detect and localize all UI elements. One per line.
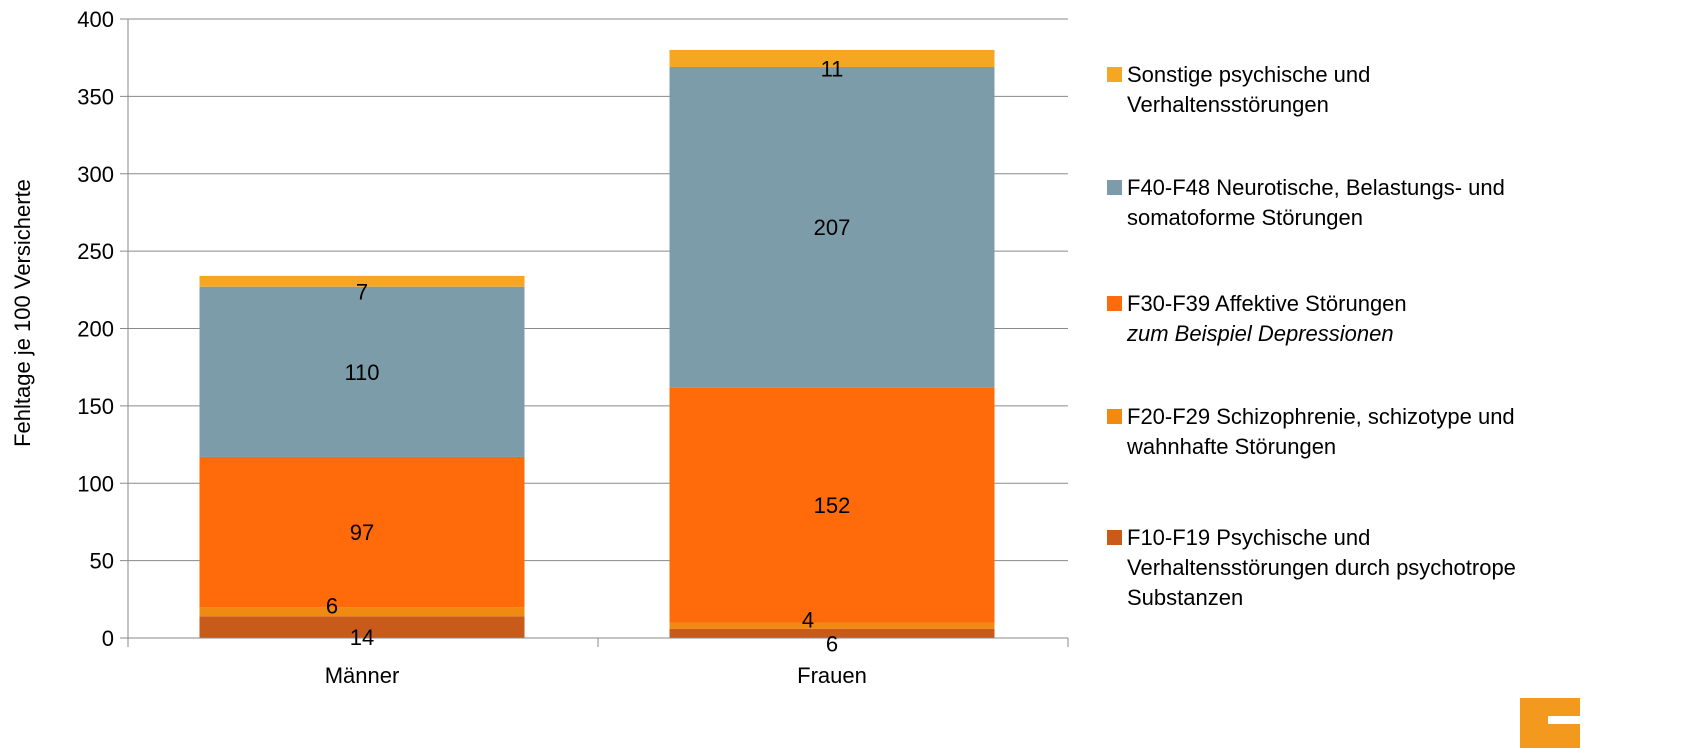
y-tick-label: 100 <box>77 471 114 496</box>
legend-label: F40-F48 Neurotische, Belastungs- und soma… <box>1127 173 1587 233</box>
y-tick-label: 150 <box>77 394 114 419</box>
bar-segment <box>199 286 525 457</box>
legend-label-line: somatoforme Störungen <box>1127 205 1364 230</box>
y-tick-label: 400 <box>77 7 114 32</box>
legend-label-line: F30-F39 Affektive Störungen <box>1127 291 1407 316</box>
y-tick-label: 200 <box>77 317 114 342</box>
bar-segment <box>199 607 525 617</box>
data-label: 6 <box>326 594 338 619</box>
data-label: 207 <box>814 215 851 240</box>
y-tick-label: 300 <box>77 162 114 187</box>
legend-swatch <box>1107 67 1122 82</box>
x-tick-label: Männer <box>325 663 400 688</box>
bar-segment <box>669 387 995 623</box>
legend-label: F30-F39 Affektive Störungen zum Beispiel … <box>1127 289 1587 349</box>
axes: 0 50 100 150 200 250 300 350 400 Männer Frauen <box>77 7 1069 688</box>
data-label: 7 <box>356 279 368 304</box>
bar-segments <box>199 49 995 638</box>
y-tick-label: 0 <box>102 626 114 651</box>
y-tick-label: 350 <box>77 84 114 109</box>
legend-swatch <box>1107 296 1122 311</box>
y-tick-label: 250 <box>77 239 114 264</box>
legend-label-line: Verhaltensstörungen <box>1127 92 1329 117</box>
legend-label-line: F40-F48 Neurotische, Belastungs- und <box>1127 175 1505 200</box>
legend-note: zum Beispiel Depressionen <box>1127 321 1394 346</box>
legend-label-line: Sonstige psychische und <box>1127 62 1371 87</box>
data-label: 11 <box>821 56 844 81</box>
y-tick-label: 50 <box>90 549 114 574</box>
y-axis-title: Fehltage je 100 Versicherte <box>10 179 35 447</box>
legend-swatch <box>1107 530 1122 545</box>
bar-segment <box>199 456 525 608</box>
brand-logo <box>1520 698 1580 748</box>
legend-swatch <box>1107 180 1122 195</box>
data-label: 152 <box>814 493 851 518</box>
legend-swatch <box>1107 409 1122 424</box>
legend-label: F20-F29 Schizophrenie, schizotype und wah… <box>1127 402 1587 462</box>
legend-label-line: Verhaltensstörungen durch psychotrope <box>1127 555 1516 580</box>
x-tick-label: Frauen <box>797 663 867 688</box>
data-label: 110 <box>344 360 379 385</box>
legend-label-line: F20-F29 Schizophrenie, schizotype und <box>1127 404 1515 429</box>
legend-label: F10-F19 Psychische und Verhaltensstörunge… <box>1127 523 1587 613</box>
data-label: 4 <box>802 608 814 633</box>
data-label: 97 <box>350 520 374 545</box>
legend-label-line: wahnhafte Störungen <box>1127 434 1337 459</box>
data-label: 6 <box>826 631 838 656</box>
bar-segment <box>669 628 995 638</box>
legend-label-line: F10-F19 Psychische und <box>1127 525 1371 550</box>
bar-segment <box>669 622 995 629</box>
legend-label-line: Substanzen <box>1127 585 1244 610</box>
bar-segment <box>199 275 525 287</box>
bar-segment <box>669 49 995 67</box>
bar-segment <box>199 616 525 638</box>
legend-label: Sonstige psychische und Verhaltensstörung… <box>1127 60 1587 120</box>
bar-segment <box>669 66 995 388</box>
data-label: 14 <box>350 625 374 650</box>
